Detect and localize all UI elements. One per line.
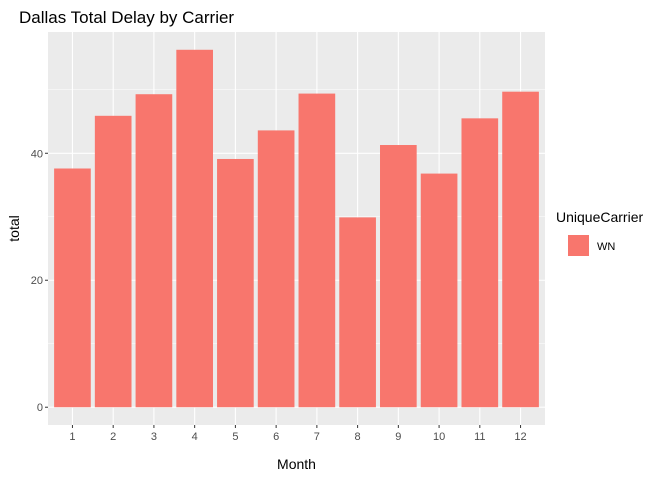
bar-month-7 (298, 93, 336, 408)
x-axis-title: Month (277, 456, 316, 472)
chart-title: Dallas Total Delay by Carrier (19, 8, 234, 27)
bars (54, 49, 539, 408)
legend-key-wn (568, 235, 589, 256)
y-axis-title: total (6, 215, 22, 241)
bar-month-4 (176, 49, 213, 408)
x-tick-label: 5 (232, 431, 238, 443)
bar-month-8 (339, 217, 376, 408)
x-axis-ticks: 1 2 3 4 5 6 7 8 9 10 11 12 (69, 425, 527, 443)
bar-month-6 (257, 130, 295, 408)
x-tick-label: 2 (110, 431, 116, 443)
y-tick-label: 40 (31, 148, 43, 160)
x-tick-label: 1 (69, 431, 75, 443)
x-tick-label: 6 (273, 431, 279, 443)
y-axis-ticks: 0 20 40 (31, 148, 48, 414)
x-tick-label: 4 (192, 431, 198, 443)
y-tick-label: 0 (37, 402, 43, 414)
legend-label-wn: WN (597, 241, 615, 253)
bar-month-2 (94, 115, 132, 408)
bar-month-12 (502, 91, 539, 408)
bar-month-10 (420, 173, 458, 408)
x-tick-label: 7 (314, 431, 320, 443)
legend-title: UniqueCarrier (556, 209, 643, 225)
x-tick-label: 8 (355, 431, 361, 443)
bar-month-11 (461, 118, 499, 408)
x-tick-label: 12 (514, 431, 526, 443)
legend: UniqueCarrier WN (556, 209, 643, 256)
x-tick-label: 3 (151, 431, 157, 443)
bar-month-5 (217, 158, 254, 408)
bar-month-9 (380, 145, 417, 408)
x-tick-label: 10 (433, 431, 445, 443)
bar-month-3 (135, 94, 173, 408)
x-tick-label: 11 (474, 431, 485, 443)
x-tick-label: 9 (395, 431, 401, 443)
y-tick-label: 20 (31, 275, 43, 287)
bar-month-1 (54, 168, 91, 408)
